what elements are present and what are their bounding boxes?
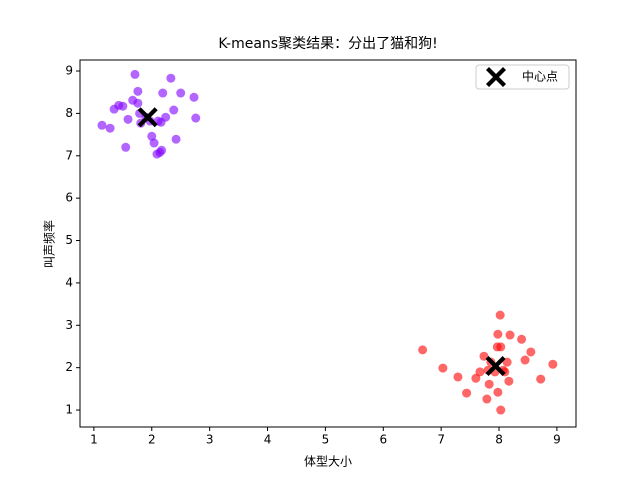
point <box>496 342 506 352</box>
x-axis-label: 体型大小 <box>304 455 352 469</box>
plot-frame <box>79 59 577 428</box>
point <box>133 86 143 96</box>
point <box>475 367 485 377</box>
point <box>453 372 463 382</box>
x-tick-label: 3 <box>206 433 214 447</box>
point <box>418 345 428 355</box>
x-tick-label: 1 <box>90 433 98 447</box>
x-tick-label: 7 <box>437 433 445 447</box>
point <box>123 114 133 124</box>
point <box>548 359 558 369</box>
center-marker <box>485 355 506 376</box>
x-tick-label: 2 <box>148 433 156 447</box>
point <box>526 347 536 357</box>
point <box>536 374 546 384</box>
center-marker <box>137 107 158 128</box>
point <box>495 310 505 320</box>
point <box>438 363 448 373</box>
point <box>520 355 530 365</box>
y-tick-label: 6 <box>65 191 73 205</box>
x-tick-label: 8 <box>495 433 503 447</box>
point <box>133 98 143 108</box>
y-axis-label: 叫声频率 <box>42 220 57 268</box>
point <box>149 138 159 148</box>
point <box>502 357 512 367</box>
point <box>158 88 168 98</box>
point <box>504 376 514 386</box>
point <box>97 120 107 130</box>
point <box>166 73 176 83</box>
point <box>517 334 527 344</box>
y-tick-label: 8 <box>65 106 73 120</box>
point <box>496 405 506 415</box>
point <box>130 69 140 79</box>
y-tick-label: 4 <box>65 275 73 289</box>
point <box>169 105 179 115</box>
y-tick-label: 2 <box>65 360 73 374</box>
chart-title: K-means聚类结果：分出了猫和狗! <box>218 36 437 52</box>
point <box>493 329 503 339</box>
y-tick-label: 9 <box>65 64 73 78</box>
legend-label: 中心点 <box>522 69 558 84</box>
y-tick-label: 7 <box>65 148 73 162</box>
point <box>482 394 492 404</box>
x-tick-label: 6 <box>379 433 387 447</box>
point <box>121 142 131 152</box>
x-tick-label: 5 <box>322 433 330 447</box>
point <box>171 134 181 144</box>
point <box>157 145 167 155</box>
point <box>176 88 186 98</box>
point <box>191 113 201 123</box>
y-tick-label: 1 <box>65 403 73 417</box>
point <box>505 330 515 340</box>
point <box>161 112 171 122</box>
point <box>484 379 494 389</box>
point <box>147 131 157 141</box>
legend-marker <box>486 67 506 87</box>
y-tick-label: 5 <box>65 233 73 247</box>
x-tick-label: 4 <box>264 433 272 447</box>
point <box>462 388 472 398</box>
point <box>493 387 503 397</box>
point <box>118 101 128 111</box>
x-tick-label: 9 <box>553 433 561 447</box>
point <box>189 92 199 102</box>
point <box>105 123 115 133</box>
y-tick-label: 3 <box>65 318 73 332</box>
